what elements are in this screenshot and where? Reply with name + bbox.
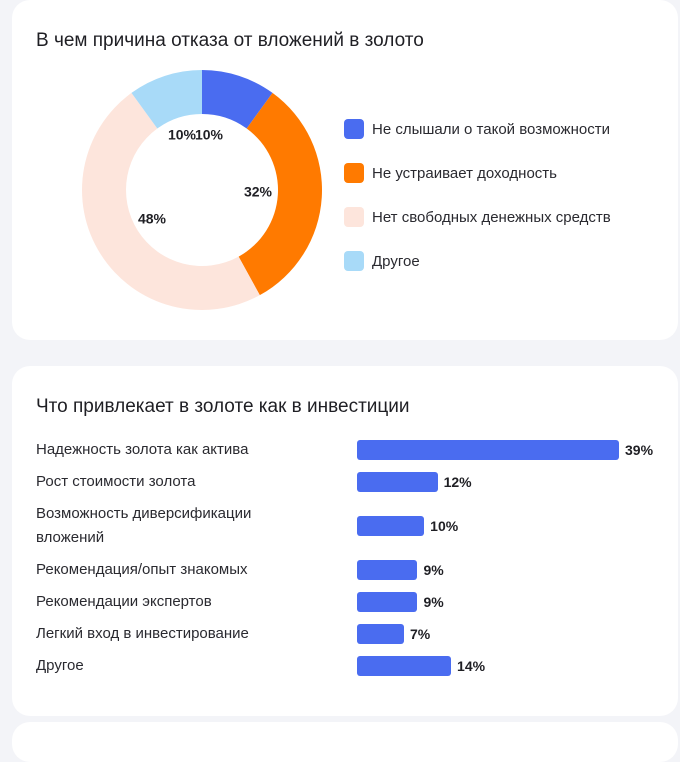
- bar-category-label-5: Рекомендации экспертов: [36, 593, 212, 610]
- legend-label: Не слышали о такой возможности: [372, 120, 610, 138]
- bar-value-label-6: 7%: [410, 626, 431, 642]
- donut-value-label-4: 10%: [168, 127, 197, 143]
- bar-value-label-3: 10%: [430, 518, 459, 534]
- attraction-title: Что привлекает в золоте как в инвестиции: [36, 396, 410, 417]
- donut-chart: 10% 32% 48% 10%: [81, 70, 322, 311]
- bar-2: [357, 472, 438, 492]
- donut-slice-1: [202, 70, 273, 129]
- bar-value-label-5: 9%: [423, 594, 444, 610]
- donut-value-label-2: 32%: [244, 184, 273, 200]
- bar-4: [357, 560, 418, 580]
- bar-category-label-7: Другое: [36, 657, 84, 674]
- donut-value-label-3: 48%: [138, 211, 167, 227]
- attraction-card: Что привлекает в золоте как в инвестиции…: [12, 366, 678, 716]
- legend-label: Другое: [372, 252, 420, 270]
- bar-category-label-6: Легкий вход в инвестирование: [36, 625, 249, 642]
- bar-value-label-1: 39%: [625, 442, 654, 458]
- legend-item-2: Не устраивает доходность: [344, 162, 557, 184]
- bar-1: [357, 440, 619, 460]
- bar-category-label-3: Возможность диверсификации вложений: [36, 505, 252, 546]
- refusal-reasons-card: В чем причина отказа от вложений в золот…: [12, 0, 678, 340]
- bar-value-label-4: 9%: [423, 562, 444, 578]
- bar-category-label-1: Надежность золота как актива: [36, 441, 249, 458]
- legend-label: Не устраивает доходность: [372, 164, 557, 182]
- bar-6: [357, 624, 405, 644]
- bar-category-label-2: Рост стоимости золота: [36, 473, 196, 490]
- bar-value-label-2: 12%: [443, 474, 472, 490]
- legend-swatch: [344, 207, 364, 227]
- bar-7: [357, 656, 452, 676]
- bar-5: [357, 592, 418, 612]
- legend-item-4: Другое: [344, 250, 420, 272]
- donut-slice-3: [81, 92, 260, 311]
- legend-item-3: Нет свободных денежных средств: [344, 206, 611, 228]
- legend-swatch: [344, 251, 364, 271]
- refusal-reasons-title: В чем причина отказа от вложений в золот…: [36, 30, 424, 51]
- legend-label: Нет свободных денежных средств: [372, 208, 611, 226]
- donut-slice-2: [238, 92, 322, 296]
- legend-swatch: [344, 163, 364, 183]
- donut-slice-4: [131, 70, 202, 129]
- bar-3: [357, 516, 425, 536]
- donut-value-label-1: 10%: [195, 127, 224, 143]
- legend-item-1: Не слышали о такой возможности: [344, 118, 610, 140]
- bar-value-label-7: 14%: [457, 658, 486, 674]
- bar-category-label-4: Рекомендация/опыт знакомых: [36, 561, 248, 578]
- legend-swatch: [344, 119, 364, 139]
- next-card: [12, 722, 678, 762]
